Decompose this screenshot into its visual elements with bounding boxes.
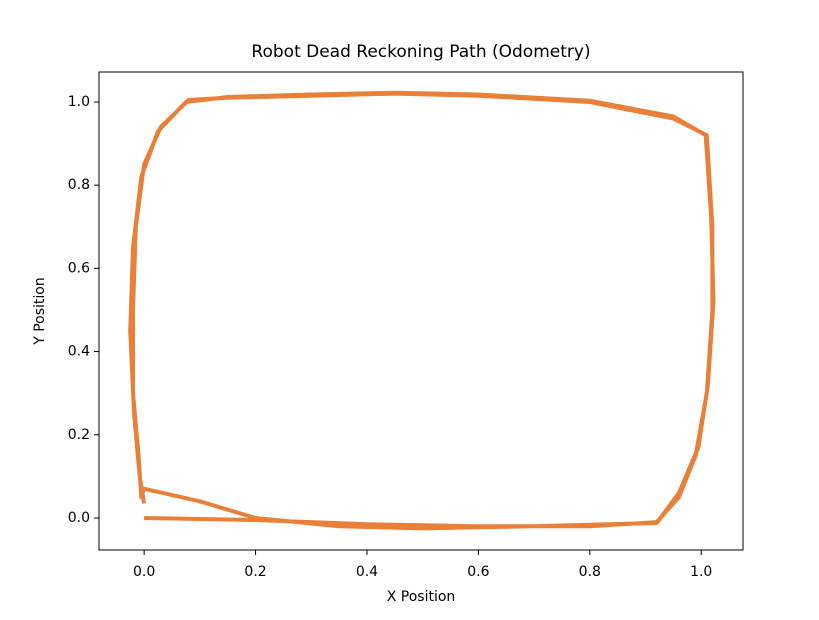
plot-frame bbox=[98, 71, 744, 551]
x-tick-label: 1.0 bbox=[690, 564, 712, 580]
x-tick-label: 0.4 bbox=[356, 564, 378, 580]
x-tick-label: 0.0 bbox=[133, 564, 155, 580]
y-tick-label: 0.6 bbox=[68, 260, 90, 276]
path-line bbox=[128, 90, 716, 531]
x-tick-label: 0.6 bbox=[467, 564, 489, 580]
y-tick-label: 0.2 bbox=[68, 427, 90, 443]
x-tick-label: 0.2 bbox=[244, 564, 266, 580]
x-axis-label: X Position bbox=[387, 589, 456, 605]
y-tick-label: 0.4 bbox=[68, 344, 90, 360]
y-axis-label: Y Position bbox=[32, 277, 48, 346]
x-tick-label: 0.8 bbox=[579, 564, 601, 580]
y-tick-label: 1.0 bbox=[68, 94, 90, 110]
chart-title: Robot Dead Reckoning Path (Odometry) bbox=[251, 42, 590, 62]
y-tick-label: 0.0 bbox=[68, 510, 90, 526]
y-tick-label: 0.8 bbox=[68, 177, 90, 193]
